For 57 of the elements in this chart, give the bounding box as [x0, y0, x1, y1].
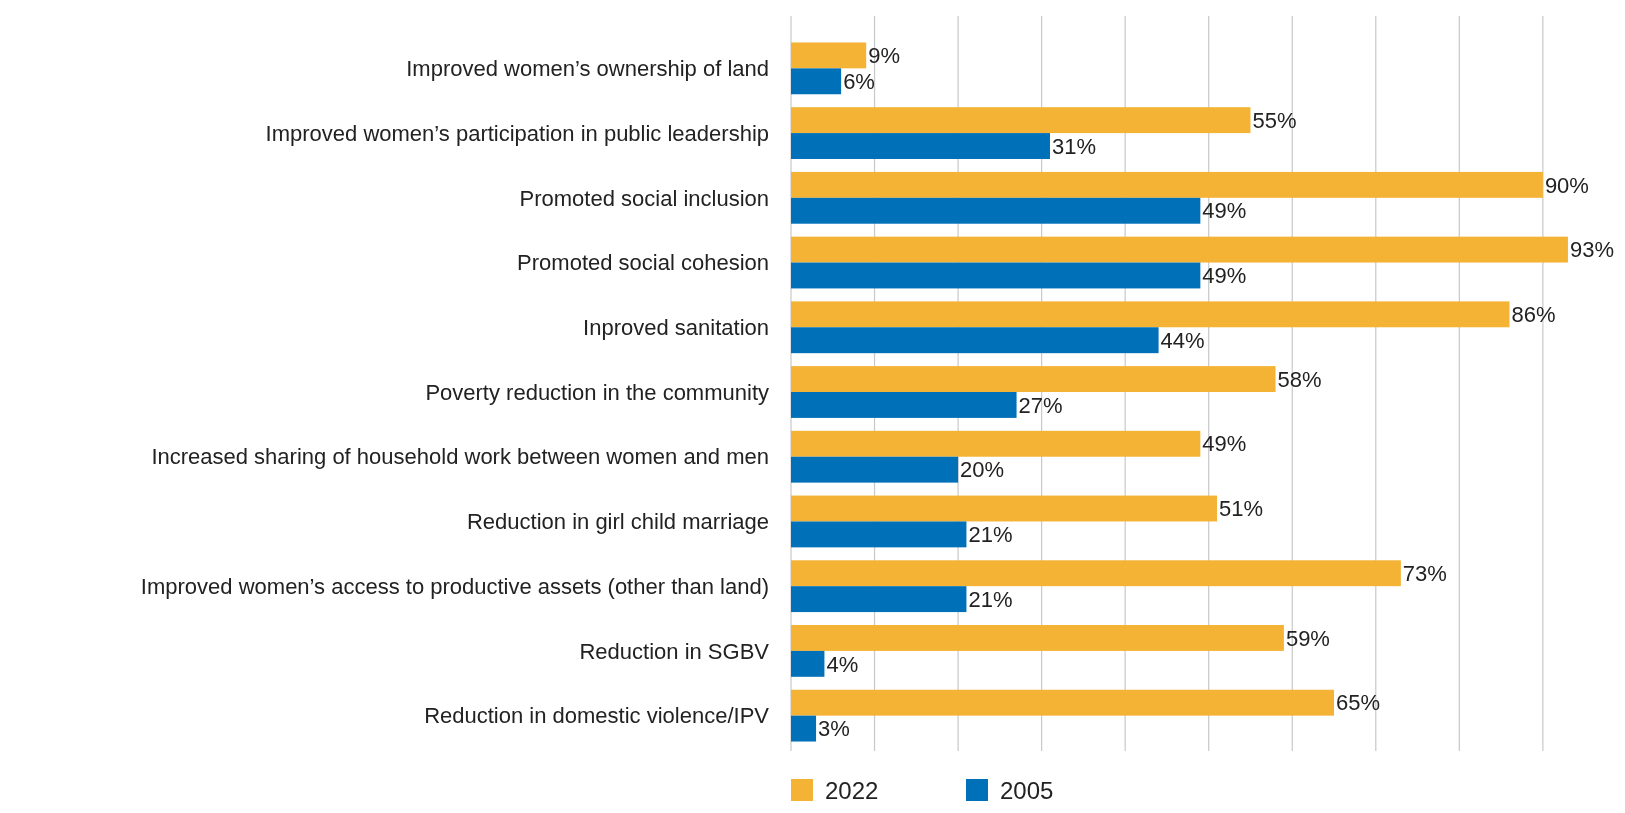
data-label: 31%	[1051, 133, 1097, 159]
bar	[791, 715, 817, 742]
bar	[791, 495, 1218, 522]
data-label: 49%	[1202, 431, 1247, 457]
data-label: 86%	[1511, 302, 1556, 328]
bar	[791, 689, 1335, 716]
bar	[791, 327, 1159, 354]
data-label: 9%	[868, 43, 900, 69]
y-tick-label: Promoted social cohesion	[517, 250, 769, 276]
data-label: 55%	[1252, 107, 1297, 133]
y-tick-label: Increased sharing of household work between women and men	[151, 444, 769, 470]
bar	[791, 392, 1017, 418]
data-label: 58%	[1277, 366, 1322, 392]
data-label: 4%	[826, 651, 859, 677]
data-label: 73%	[1402, 560, 1447, 586]
legend-label: 2005	[1000, 777, 1054, 805]
bar	[791, 133, 1050, 159]
bar	[791, 366, 1276, 392]
data-label: 93%	[1569, 237, 1614, 263]
legend-label: 2022	[825, 777, 879, 805]
bar	[791, 197, 1201, 224]
data-label: 44%	[1160, 327, 1205, 353]
bar	[791, 560, 1401, 587]
y-tick-label: Reduction in domestic violence/IPV	[424, 703, 770, 729]
data-label: 51%	[1219, 496, 1264, 522]
data-label: 20%	[960, 457, 1005, 483]
y-tick-label: Improved women’s participation in public leadership	[265, 120, 769, 146]
y-tick-label: Inproved sanitation	[583, 314, 769, 340]
data-label: 21%	[968, 522, 1013, 548]
bar	[791, 107, 1251, 134]
bar	[791, 521, 967, 548]
bar	[791, 586, 967, 613]
bar	[791, 650, 825, 677]
data-label: 59%	[1285, 625, 1330, 651]
bar	[791, 262, 1201, 289]
data-label: 27%	[1018, 392, 1063, 418]
bar	[791, 171, 1543, 198]
y-tick-label: Improved women’s access to productive assets (other than land)	[140, 573, 769, 599]
data-label: 3%	[818, 716, 850, 742]
data-label: 6%	[843, 69, 875, 95]
y-tick-label: Reduction in girl child marriage	[466, 509, 769, 535]
data-label: 21%	[968, 586, 1013, 612]
bar	[791, 456, 959, 483]
data-label: 65%	[1336, 690, 1381, 716]
data-label: 90%	[1544, 172, 1589, 198]
y-tick-label: Reduction in SGBV	[579, 638, 770, 664]
data-label: 49%	[1202, 263, 1247, 289]
bar	[791, 430, 1201, 457]
bar	[791, 301, 1510, 328]
y-tick-label: Promoted social inclusion	[519, 185, 769, 211]
bar	[791, 625, 1284, 651]
bar	[791, 236, 1568, 263]
bar	[791, 68, 842, 95]
data-label: 49%	[1202, 198, 1247, 224]
bar	[791, 42, 867, 69]
y-tick-label: Poverty reduction in the community	[425, 379, 769, 405]
y-tick-label: Improved women’s ownership of land	[406, 56, 769, 82]
